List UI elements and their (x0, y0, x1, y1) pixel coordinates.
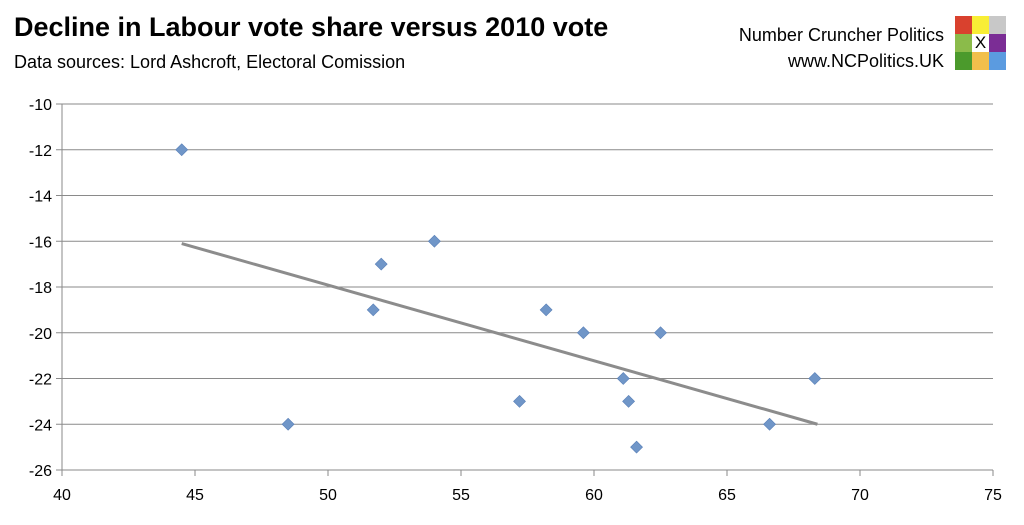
y-tick-label: -24 (29, 417, 52, 434)
logo-square (989, 16, 1006, 34)
data-point (763, 417, 776, 431)
logo-square (955, 52, 972, 70)
chart-subtitle: Data sources: Lord Ashcroft, Electoral C… (14, 52, 406, 72)
data-point (576, 326, 590, 340)
y-tick-label: -10 (29, 97, 52, 114)
data-point (175, 143, 189, 157)
logo-square (989, 52, 1006, 70)
data-point (374, 257, 388, 271)
y-tick-label: -18 (29, 280, 52, 297)
data-point (808, 372, 822, 385)
data-point (630, 440, 643, 454)
x-tick-label: 55 (452, 487, 470, 504)
brand-url: www.NCPolitics.UK (787, 51, 944, 71)
logo-square (989, 34, 1006, 52)
data-point (281, 417, 295, 431)
x-tick-label: 60 (585, 487, 603, 504)
brand-logo: X (955, 16, 1006, 70)
logo-square (955, 16, 972, 34)
y-tick-label: -16 (29, 234, 52, 251)
y-tick-label: -14 (29, 189, 52, 206)
data-point (616, 372, 630, 385)
y-tick-label: -20 (29, 326, 52, 343)
brand-name: Number Cruncher Politics (738, 25, 944, 45)
data-point (513, 394, 526, 408)
logo-square (955, 34, 972, 52)
logo-square (972, 16, 989, 34)
x-tick-label: 70 (851, 487, 869, 504)
brand: Number Cruncher Politics www.NCPolitics.… (739, 22, 944, 74)
y-tick-label: -22 (29, 372, 52, 389)
x-tick-label: 40 (53, 487, 71, 504)
data-point (654, 326, 667, 340)
data-point (622, 394, 636, 408)
trendline (181, 242, 818, 426)
logo-square: X (972, 33, 989, 52)
y-tick-label: -26 (29, 463, 52, 480)
x-tick-label: 45 (186, 487, 204, 504)
logo-square (972, 52, 989, 70)
data-point (427, 234, 441, 248)
data-point (366, 303, 380, 317)
y-tick-label: -12 (29, 143, 52, 160)
x-tick-label: 65 (718, 487, 736, 504)
data-point (539, 303, 553, 317)
x-tick-label: 75 (984, 487, 1002, 504)
x-tick-label: 50 (319, 487, 337, 504)
chart-title: Decline in Labour vote share versus 2010… (14, 12, 609, 42)
